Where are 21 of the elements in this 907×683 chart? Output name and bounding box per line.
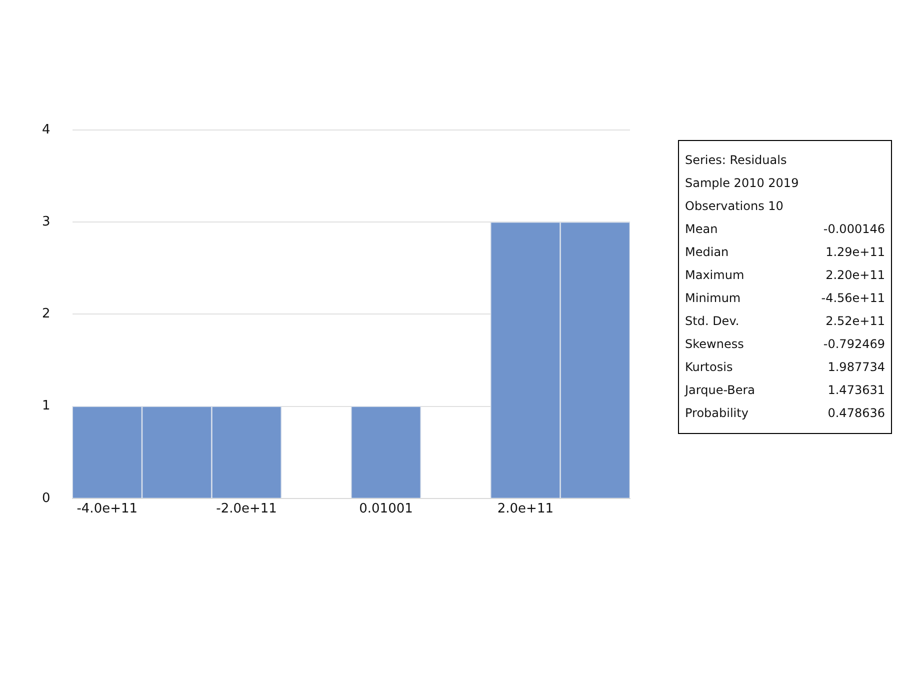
y-tick-label: 3 — [42, 214, 50, 230]
text: Median 1.29e+11 — [685, 245, 885, 259]
text: Probability 0.478636 — [685, 406, 885, 420]
x-tick-label: -2.0e+11 — [216, 502, 277, 517]
text: Std. Dev. 2.52e+11 — [685, 314, 885, 328]
y-tick-label: 1 — [42, 398, 50, 414]
text: Mean -0.000146 — [685, 222, 885, 236]
y-tick-label: 2 — [42, 306, 50, 322]
text: Series: Residuals — [685, 152, 787, 169]
y-tick-label: 4 — [42, 122, 50, 138]
y-tick-label: 0 — [42, 490, 50, 506]
x-tick-label: 0.01001 — [359, 502, 413, 517]
text: Kurtosis 1.987734 — [685, 360, 885, 374]
text: Maximum 2.20e+11 — [685, 268, 885, 282]
text: Minimum -4.56e+11 — [685, 291, 885, 305]
text: Observations 10 — [685, 198, 784, 215]
x-tick-label: 2.0e+11 — [497, 502, 554, 517]
x-tick-label: -4.0e+11 — [76, 502, 138, 517]
text: Skewness -0.792469 — [685, 337, 885, 351]
text: Sample 2010 2019 — [685, 175, 799, 192]
text: Jarque-Bera 1.473631 — [685, 383, 885, 397]
